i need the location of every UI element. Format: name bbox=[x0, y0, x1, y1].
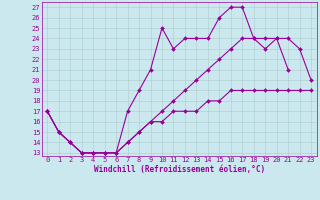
X-axis label: Windchill (Refroidissement éolien,°C): Windchill (Refroidissement éolien,°C) bbox=[94, 165, 265, 174]
